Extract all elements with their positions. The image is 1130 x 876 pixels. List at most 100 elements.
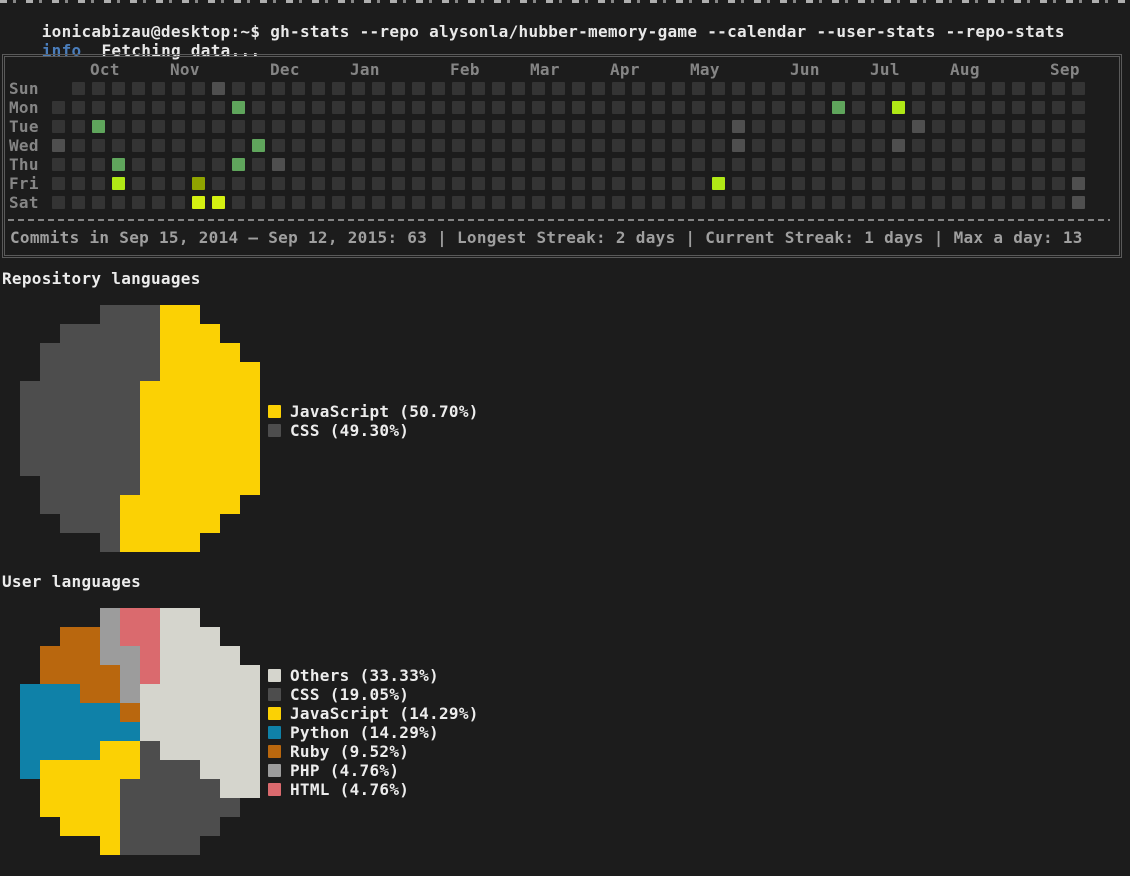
pie-chart-cell: [220, 684, 240, 703]
pie-chart-cell: [160, 381, 180, 400]
calendar-cell: [932, 158, 945, 171]
pie-chart-cell: [240, 362, 260, 381]
calendar-cell: [932, 177, 945, 190]
pie-chart-cell: [80, 514, 100, 533]
pie-chart-cell: [80, 381, 100, 400]
pie-chart-cell: [220, 646, 240, 665]
calendar-cell: [72, 177, 85, 190]
pie-chart-cell: [100, 533, 120, 552]
calendar-cell: [72, 196, 85, 209]
pie-chart-cell: [120, 514, 140, 533]
calendar-cell: [572, 196, 585, 209]
pie-chart-cell: [80, 627, 100, 646]
pie-chart-cell: [80, 419, 100, 438]
calendar-cell: [512, 139, 525, 152]
calendar-cell: [952, 177, 965, 190]
calendar-cell: [672, 139, 685, 152]
calendar-cell: [972, 120, 985, 133]
calendar-cell: [972, 101, 985, 114]
calendar-cell: [232, 196, 245, 209]
calendar-cell: [432, 158, 445, 171]
calendar-cell: [812, 177, 825, 190]
calendar-cell: [312, 101, 325, 114]
pie-chart-cell: [220, 457, 240, 476]
pie-chart-cell: [140, 495, 160, 514]
pie-chart-cell: [240, 665, 260, 684]
calendar-cell: [672, 82, 685, 95]
calendar-cell: [172, 101, 185, 114]
pie-chart-cell: [140, 343, 160, 362]
calendar-cell: [892, 139, 905, 152]
pie-chart-cell: [80, 741, 100, 760]
calendar-cell: [732, 101, 745, 114]
user-languages-legend: Others (33.33%) CSS (19.05%) JavaScript (1…: [268, 666, 479, 799]
calendar-cell: [252, 139, 265, 152]
calendar-cell: [672, 177, 685, 190]
calendar-cell: [972, 177, 985, 190]
pie-chart-cell: [120, 608, 140, 627]
pie-chart-cell: [100, 495, 120, 514]
pie-chart-cell: [100, 817, 120, 836]
calendar-day-label: Fri: [9, 174, 39, 193]
calendar-cell: [692, 139, 705, 152]
pie-chart-cell: [120, 646, 140, 665]
legend-label: JavaScript (50.70%): [290, 402, 479, 421]
calendar-cell: [972, 158, 985, 171]
calendar-cell: [1032, 158, 1045, 171]
calendar-cell: [292, 101, 305, 114]
calendar-cell: [532, 177, 545, 190]
calendar-cell: [552, 101, 565, 114]
legend-row: Others (33.33%): [268, 666, 479, 685]
calendar-cell: [1052, 101, 1065, 114]
pie-chart-cell: [200, 362, 220, 381]
calendar-month-label: Oct: [90, 60, 120, 79]
calendar-cell: [372, 120, 385, 133]
legend-label: Others (33.33%): [290, 666, 439, 685]
pie-chart-cell: [160, 343, 180, 362]
pie-chart-cell: [200, 419, 220, 438]
calendar-cell: [792, 177, 805, 190]
calendar-cell: [732, 82, 745, 95]
calendar-cell: [72, 139, 85, 152]
calendar-cell: [892, 82, 905, 95]
calendar-cell: [852, 158, 865, 171]
pie-chart-cell: [180, 476, 200, 495]
calendar-cell: [472, 120, 485, 133]
calendar-cell: [292, 158, 305, 171]
pie-chart-cell: [160, 495, 180, 514]
calendar-cell: [872, 158, 885, 171]
calendar-cell: [252, 196, 265, 209]
pie-chart-cell: [60, 779, 80, 798]
calendar-cell: [992, 82, 1005, 95]
pie-chart-cell: [60, 419, 80, 438]
pie-chart-cell: [180, 703, 200, 722]
calendar-cell: [612, 120, 625, 133]
calendar-cell: [92, 120, 105, 133]
calendar-cell: [932, 139, 945, 152]
calendar-cell: [352, 101, 365, 114]
pie-chart-cell: [80, 760, 100, 779]
calendar-cell: [252, 177, 265, 190]
calendar-cell: [452, 120, 465, 133]
calendar-cell: [392, 158, 405, 171]
calendar-cell: [132, 82, 145, 95]
calendar-cell: [152, 177, 165, 190]
calendar-cell: [172, 120, 185, 133]
calendar-cell: [452, 139, 465, 152]
pie-chart-cell: [60, 684, 80, 703]
calendar-cell: [212, 177, 225, 190]
pie-chart-cell: [120, 343, 140, 362]
calendar-cell: [652, 196, 665, 209]
pie-chart-cell: [180, 533, 200, 552]
pie-chart-cell: [140, 798, 160, 817]
pie-chart-cell: [20, 760, 40, 779]
calendar-cell: [972, 82, 985, 95]
calendar-cell: [332, 177, 345, 190]
pie-chart-cell: [160, 438, 180, 457]
pie-chart-cell: [80, 457, 100, 476]
pie-chart-cell: [100, 684, 120, 703]
calendar-cell: [852, 101, 865, 114]
calendar-cell: [392, 139, 405, 152]
pie-chart-cell: [180, 608, 200, 627]
